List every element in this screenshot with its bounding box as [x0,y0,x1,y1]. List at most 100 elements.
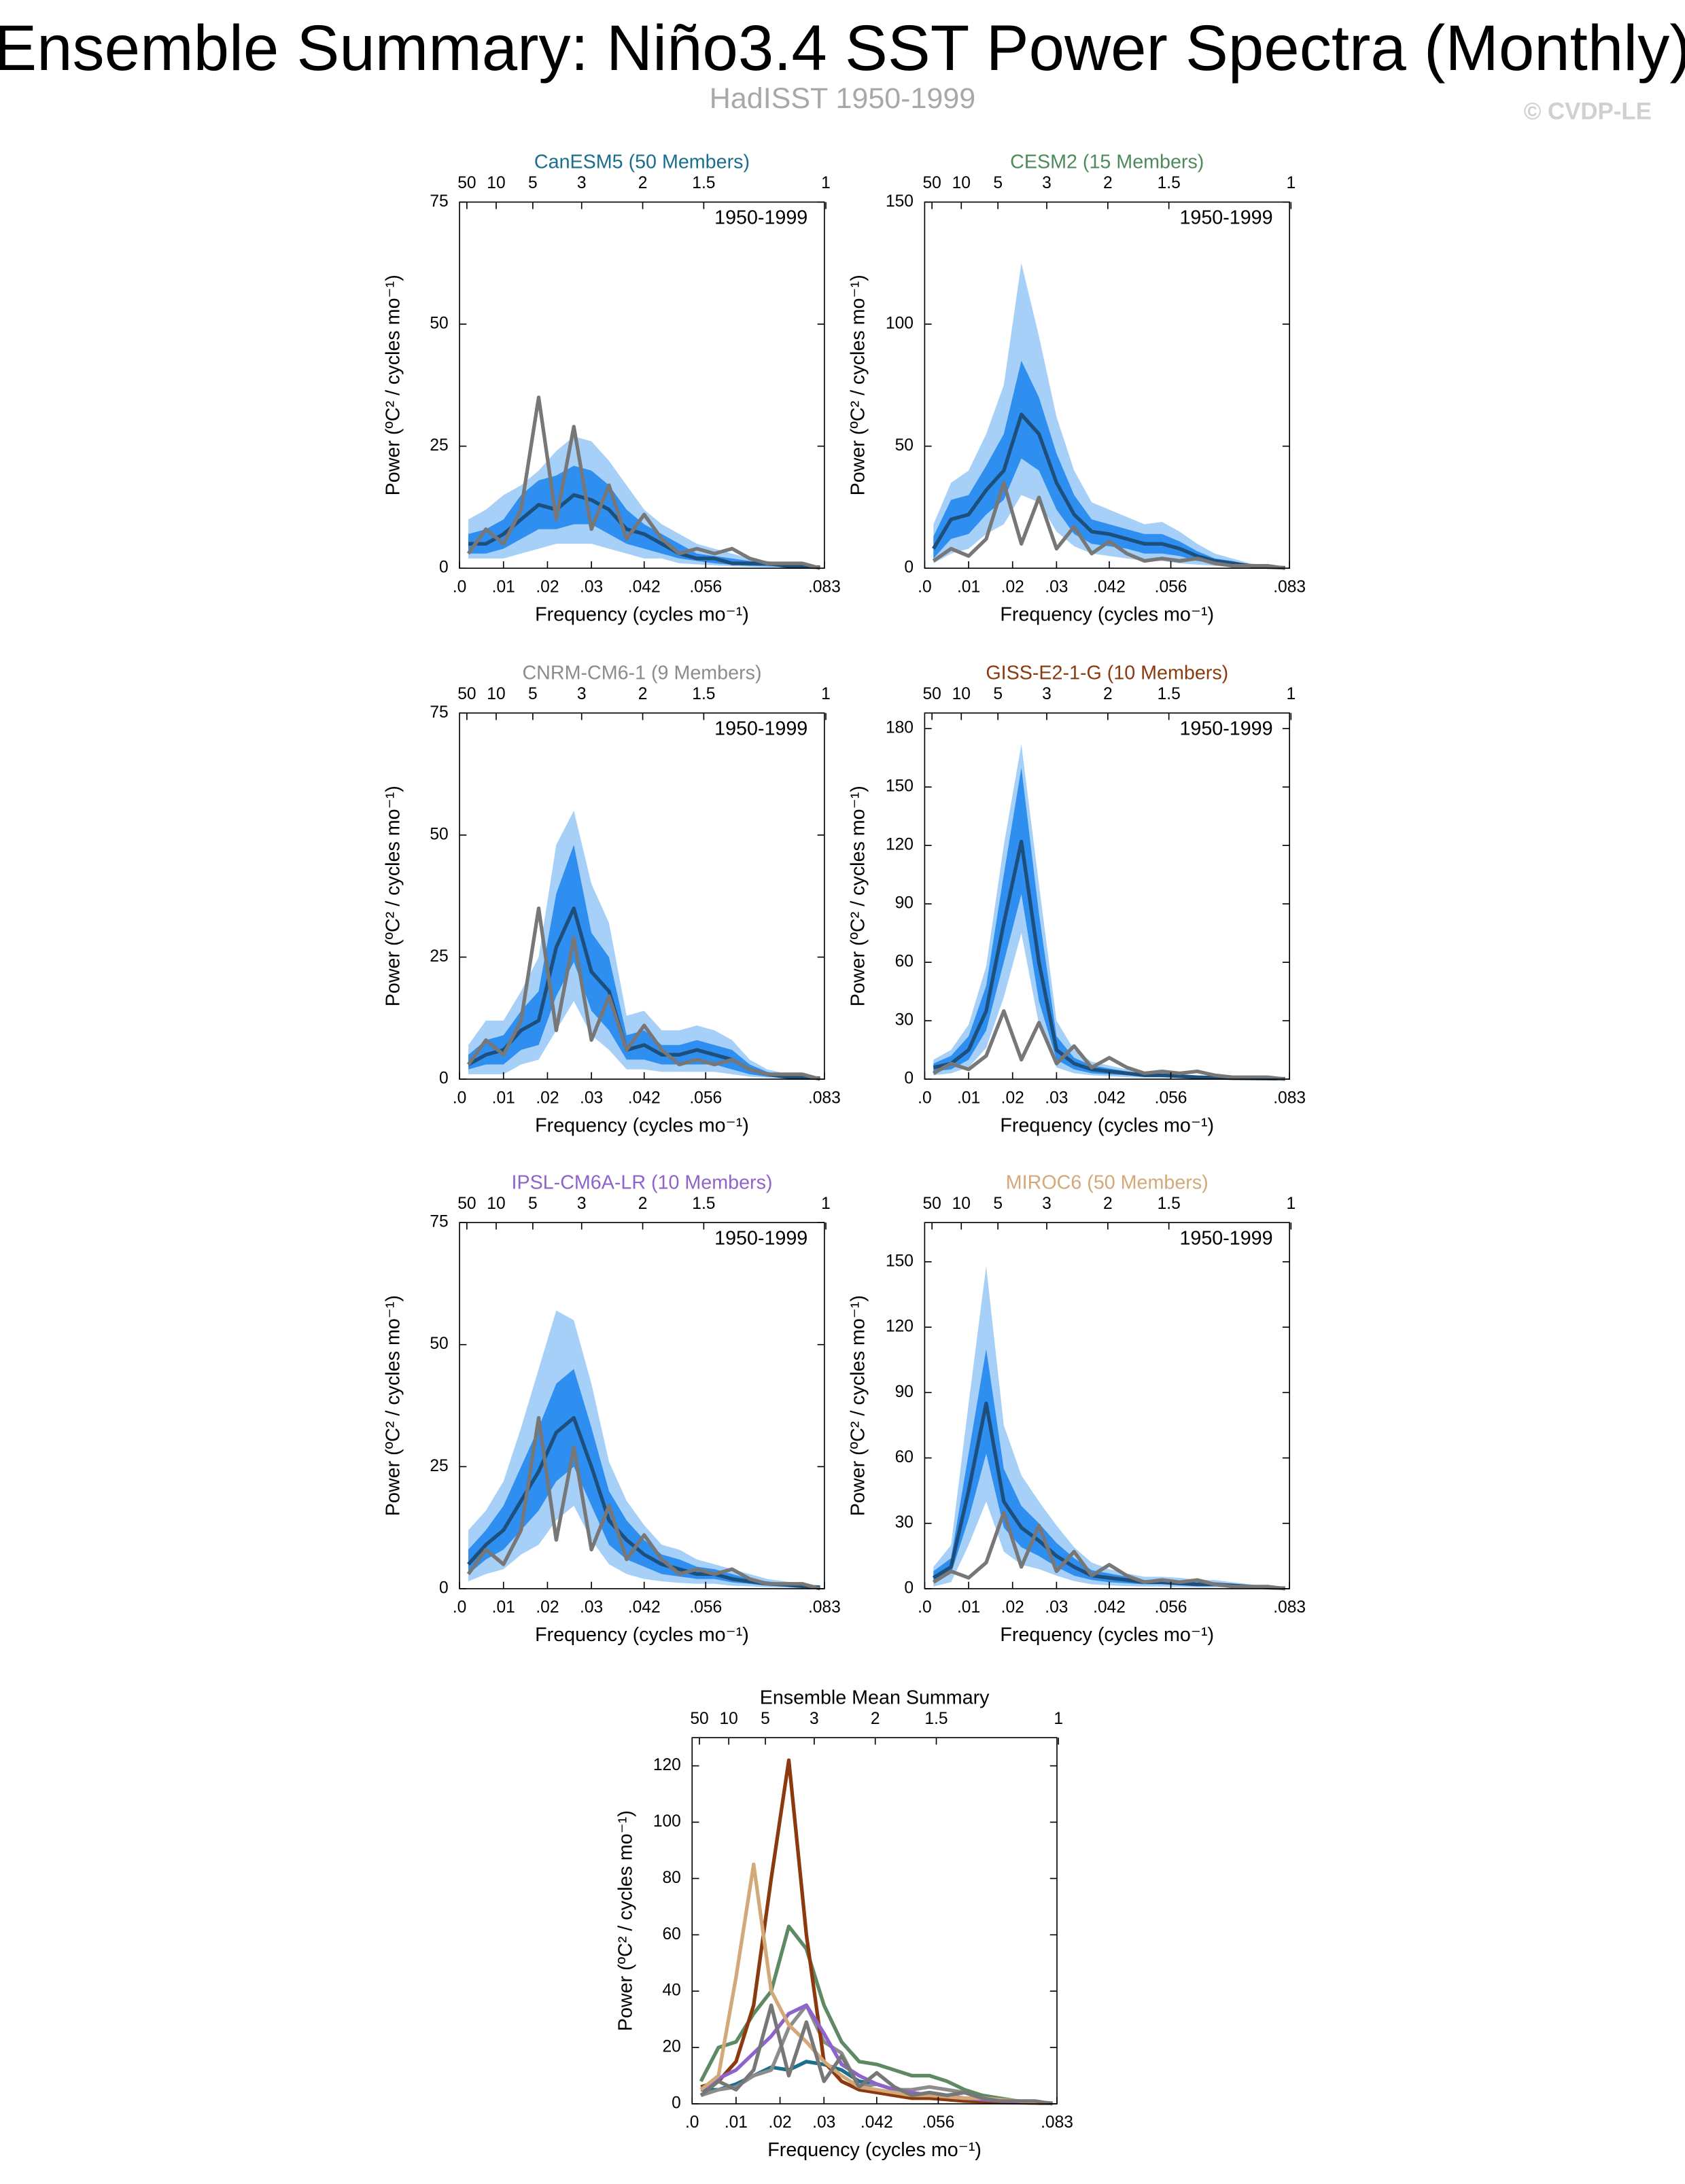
period-annotation: 1950-1999 [714,1227,807,1249]
x-tick-label: .056 [1155,1089,1187,1107]
period-tick-label: 5 [528,1195,538,1213]
period-tick-label: 10 [487,685,505,703]
y-tick-label: 0 [904,1579,914,1597]
period-tick-label: 10 [952,685,971,703]
spread-band [933,263,1285,569]
spectrum-line [932,1511,1286,1591]
period-tick-label: 50 [922,174,941,192]
period-tick-label: 10 [952,174,971,192]
x-tick-label: .042 [861,2113,893,2132]
y-tick-label: 25 [430,1457,448,1475]
period-tick-label: 1 [1286,685,1296,703]
y-axis-label: Power (ºC² / cycles mo⁻¹) [382,1295,404,1516]
y-axis-label: Power (ºC² / cycles mo⁻¹) [382,275,404,495]
plot-frame [924,712,1290,1080]
period-tick-label: 1.5 [1158,174,1181,192]
spectrum-line [466,395,821,570]
period-tick-label: 2 [638,174,648,192]
plot-frame [924,201,1290,569]
plot-frame [459,201,825,569]
x-tick-label: .042 [1093,1089,1126,1107]
y-tick-label: 60 [895,1448,914,1466]
x-tick-label: .083 [1041,2113,1073,2132]
spectrum-line [699,1924,1053,2105]
spectrum-line [932,480,1286,570]
x-tick-label: .056 [689,1598,722,1617]
period-tick-label: 3 [577,685,587,703]
y-tick-label: 90 [895,894,914,913]
period-tick-label: 1.5 [692,1195,715,1213]
y-tick-label: 60 [663,1925,681,1943]
x-tick-label: .083 [1273,1598,1306,1617]
x-tick-label: .0 [685,2113,699,2132]
y-tick-label: 30 [895,1513,914,1532]
period-tick-label: 1.5 [1158,1195,1181,1213]
period-tick-label: 1.5 [924,1710,948,1728]
period-tick-label: 2 [1103,1195,1113,1213]
x-tick-label: .056 [689,578,722,596]
x-tick-label: .01 [725,2113,748,2132]
panel-title: GISS-E2-1-G (10 Members) [986,662,1228,684]
x-tick-label: .083 [808,1598,841,1617]
period-tick-label: 5 [528,685,538,703]
x-axis-label: Frequency (cycles mo⁻¹) [1000,603,1214,625]
y-tick-label: 120 [886,1318,914,1336]
period-tick-label: 1 [821,174,831,192]
x-tick-label: .03 [580,1089,603,1107]
period-tick-label: 5 [993,685,1003,703]
y-tick-label: 30 [895,1011,914,1029]
panel-title: CNRM-CM6-1 (9 Members) [522,662,761,684]
y-tick-label: 0 [904,1070,914,1088]
period-tick-label: 50 [690,1710,708,1728]
x-tick-label: .02 [1001,578,1024,596]
period-tick-label: 5 [993,174,1003,192]
period-tick-label: 50 [457,685,476,703]
spread-band [468,810,820,1079]
x-tick-label: .01 [492,1598,515,1617]
spread-band [468,465,820,568]
period-tick-label: 3 [1042,1195,1052,1213]
figure-title: Ensemble Summary: Niño3.4 SST Power Spec… [0,12,1685,84]
spectrum-line [932,412,1285,570]
x-tick-label: .083 [808,1089,841,1107]
period-annotation: 1950-1999 [714,207,807,229]
x-tick-label: .056 [689,1089,722,1107]
y-tick-label: 150 [886,192,914,211]
period-tick-label: 1.5 [1158,685,1181,703]
y-tick-label: 150 [886,1252,914,1270]
y-tick-label: 0 [439,1579,449,1597]
x-tick-label: .02 [1001,1089,1024,1107]
x-tick-label: .083 [1273,578,1306,596]
x-axis-label: Frequency (cycles mo⁻¹) [1000,1114,1214,1136]
y-tick-label: 25 [430,436,448,455]
x-tick-label: .056 [1155,1598,1187,1617]
x-axis-label: Frequency (cycles mo⁻¹) [535,1114,749,1136]
period-tick-label: 1.5 [692,685,715,703]
period-tick-label: 5 [528,174,538,192]
period-tick-label: 1 [1286,1195,1296,1213]
y-tick-label: 0 [439,559,449,577]
spectrum-line [933,1009,1285,1081]
x-tick-label: .042 [628,1598,661,1617]
x-tick-label: .02 [536,1598,559,1617]
period-tick-label: 1 [1286,174,1296,192]
y-tick-label: 50 [430,1335,448,1353]
period-tick-label: 1 [1054,1710,1063,1728]
panel-title: Ensemble Mean Summary [760,1687,990,1708]
period-tick-label: 2 [638,685,648,703]
period-tick-label: 3 [577,174,587,192]
period-annotation: 1950-1999 [1179,718,1272,739]
figure-subtitle: HadISST 1950-1999 [710,82,975,115]
x-tick-label: .056 [922,2113,954,2132]
period-annotation: 1950-1999 [1179,1227,1272,1249]
panel-title: MIROC6 (50 Members) [1006,1172,1209,1193]
plot-frame [459,712,825,1080]
x-tick-label: .0 [453,1089,466,1107]
x-tick-label: .042 [1093,578,1126,596]
spectrum-line [699,2003,1053,2106]
x-tick-label: .03 [1045,1089,1068,1107]
period-tick-label: 10 [952,1195,971,1213]
panel-title: CESM2 (15 Members) [1010,152,1204,173]
period-tick-label: 50 [457,1195,476,1213]
